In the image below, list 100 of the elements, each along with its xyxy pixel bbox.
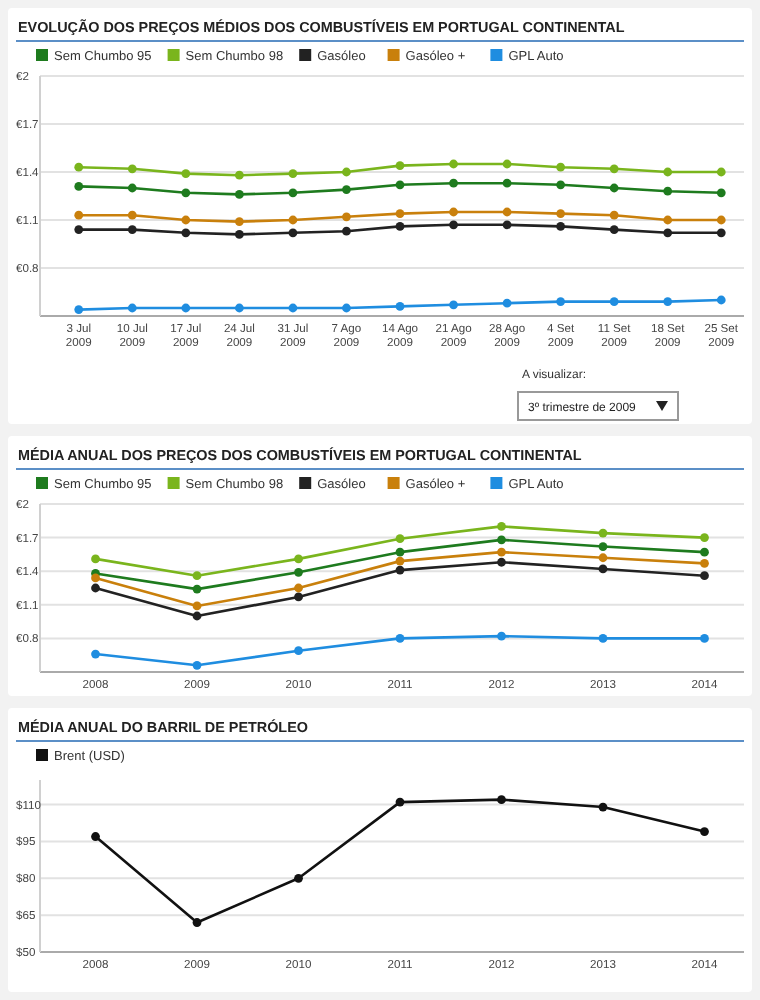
point (181, 169, 191, 178)
point (395, 209, 405, 218)
point (395, 547, 405, 557)
point (556, 209, 566, 218)
point (74, 162, 84, 172)
point (700, 558, 709, 568)
point (497, 547, 506, 557)
point (395, 222, 405, 231)
point (556, 222, 566, 231)
point (663, 215, 673, 225)
point (502, 178, 512, 188)
point (395, 556, 405, 566)
point (192, 611, 202, 621)
point (288, 169, 298, 178)
point (288, 215, 298, 225)
point (502, 298, 512, 308)
point (716, 228, 726, 238)
point (342, 226, 351, 236)
point (294, 646, 303, 656)
point (395, 180, 405, 190)
point (502, 220, 512, 230)
point (556, 297, 566, 306)
point (342, 185, 351, 194)
point (497, 795, 506, 805)
point (497, 522, 506, 531)
point (663, 297, 673, 306)
point (181, 215, 191, 225)
point (598, 542, 608, 551)
point (609, 183, 619, 193)
point (609, 297, 619, 306)
point (91, 583, 100, 593)
point (556, 162, 566, 172)
point (700, 547, 709, 557)
point (294, 873, 303, 883)
point (663, 186, 673, 196)
point (91, 832, 100, 841)
point (234, 217, 244, 226)
point (598, 564, 608, 574)
point (609, 210, 619, 220)
point (502, 159, 512, 169)
point (342, 303, 351, 313)
point (609, 225, 619, 234)
point (449, 300, 458, 310)
point (192, 601, 202, 611)
point (497, 535, 506, 545)
point (700, 827, 709, 836)
point (181, 188, 191, 198)
point (395, 797, 405, 807)
point (234, 303, 244, 313)
point (497, 557, 506, 567)
point (556, 180, 566, 190)
point (127, 183, 137, 193)
point (127, 210, 137, 220)
point (663, 228, 673, 238)
point (449, 178, 458, 188)
point (716, 188, 726, 198)
point (294, 583, 303, 593)
point (234, 190, 244, 199)
point (449, 220, 458, 230)
point (288, 228, 298, 238)
point (127, 164, 137, 174)
point (192, 571, 202, 581)
point (294, 567, 303, 577)
point (395, 634, 405, 643)
point (91, 573, 100, 583)
point (127, 303, 137, 313)
point (288, 188, 298, 198)
point (74, 182, 84, 191)
point (74, 225, 84, 234)
point (700, 533, 709, 542)
point (700, 634, 709, 643)
point (181, 303, 191, 313)
point (700, 571, 709, 581)
point (395, 565, 405, 575)
point (598, 528, 608, 538)
point (181, 228, 191, 238)
point (288, 303, 298, 313)
point (192, 918, 202, 927)
point (342, 212, 351, 222)
point (716, 295, 726, 305)
point (74, 210, 84, 220)
point (449, 207, 458, 217)
point (91, 554, 100, 564)
point (609, 164, 619, 174)
point (716, 215, 726, 225)
point (598, 802, 608, 812)
point (395, 161, 405, 170)
point (716, 167, 726, 177)
point (234, 230, 244, 239)
point (663, 167, 673, 177)
point (294, 592, 303, 602)
point (127, 225, 137, 234)
point (598, 634, 608, 643)
point (502, 207, 512, 217)
point (395, 534, 405, 544)
point (449, 159, 458, 169)
point (91, 649, 100, 659)
point (74, 305, 84, 314)
point (395, 302, 405, 311)
point (342, 167, 351, 177)
